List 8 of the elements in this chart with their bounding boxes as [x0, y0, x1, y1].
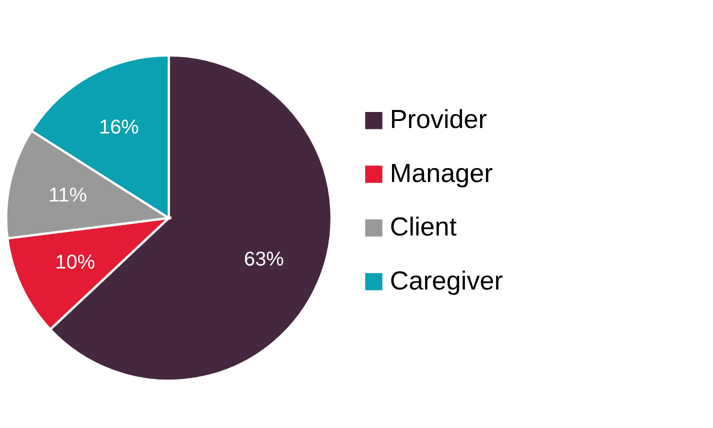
legend-label: Provider [390, 104, 488, 134]
data-label: 16% [98, 116, 140, 138]
data-label: 10% [55, 251, 96, 274]
data-label: 63% [244, 248, 284, 270]
legend-label: Client [390, 212, 458, 242]
legend-label: Caregiver [390, 265, 504, 296]
data-label: 11% [48, 184, 88, 207]
legend-label: Manager [390, 158, 494, 188]
